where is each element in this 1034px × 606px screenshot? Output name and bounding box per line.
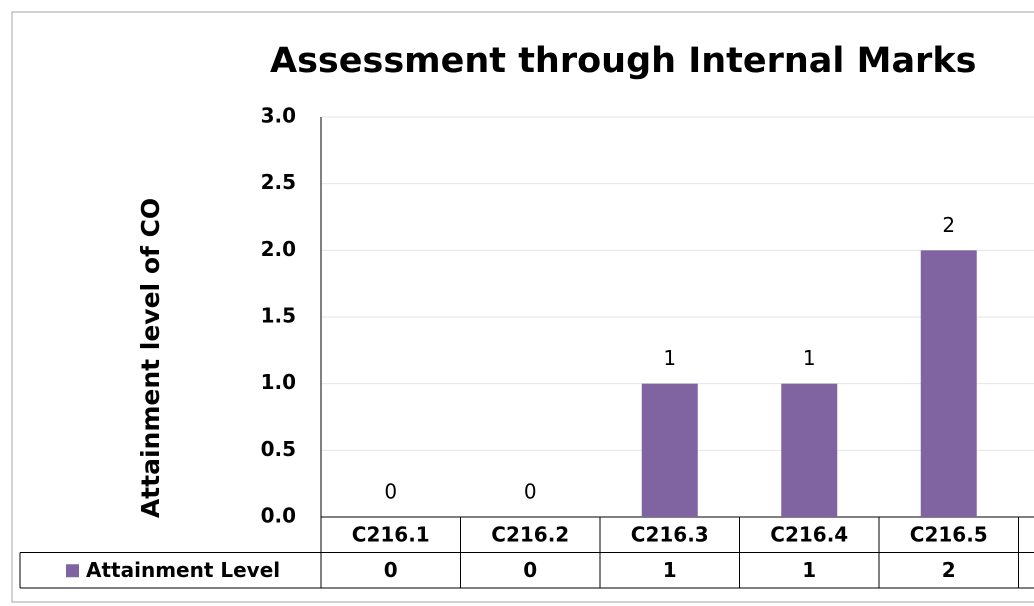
chart-title: Assessment through Internal Marks xyxy=(270,41,976,81)
bar xyxy=(641,383,698,517)
data-label: 1 xyxy=(663,346,676,370)
bar xyxy=(920,250,977,518)
data-label: 0 xyxy=(524,480,537,504)
y-tick-label: 0.0 xyxy=(261,504,296,528)
data-label: 1 xyxy=(803,346,816,370)
y-tick-label: 3.0 xyxy=(261,104,296,128)
y-tick-label: 2.0 xyxy=(261,237,296,261)
table-value: 2 xyxy=(942,558,956,582)
x-tick-label: C216.3 xyxy=(631,522,709,546)
x-tick-label: C216.1 xyxy=(352,522,430,546)
y-tick-label: 0.5 xyxy=(261,437,296,461)
y-axis-label: Attainment level of CO xyxy=(136,198,165,518)
table-value: 0 xyxy=(523,558,537,582)
data-label: 0 xyxy=(384,480,397,504)
table-value: 1 xyxy=(802,558,816,582)
table-value: 0 xyxy=(384,558,398,582)
y-tick-label: 1.0 xyxy=(261,370,296,394)
bar xyxy=(781,383,838,517)
x-tick-label: C216.2 xyxy=(491,522,569,546)
table-value: 1 xyxy=(663,558,677,582)
data-label: 2 xyxy=(942,213,955,237)
x-tick-label: C216.5 xyxy=(910,522,988,546)
y-tick-label: 2.5 xyxy=(261,170,296,194)
y-tick-label: 1.5 xyxy=(261,304,296,328)
legend-swatch xyxy=(66,564,79,578)
chart-border xyxy=(11,11,1034,603)
x-tick-label: C216.4 xyxy=(770,522,848,546)
legend-label: Attainment Level xyxy=(86,558,280,582)
